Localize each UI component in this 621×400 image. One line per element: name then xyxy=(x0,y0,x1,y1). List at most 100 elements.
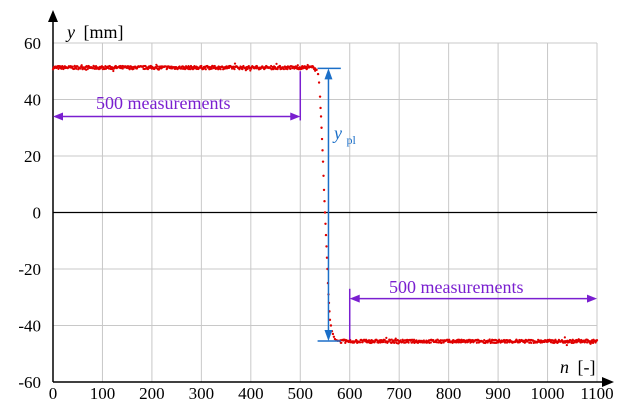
data-point xyxy=(296,64,299,67)
data-point xyxy=(121,67,124,70)
x-axis-arrow xyxy=(602,377,614,387)
data-point xyxy=(324,233,328,237)
x-axis-title: n [-] xyxy=(560,357,595,377)
right-measure-label: 500 measurements xyxy=(389,277,523,297)
data-point xyxy=(71,65,74,68)
x-tick-label: 900 xyxy=(485,384,511,400)
data-point xyxy=(530,341,533,345)
data-point xyxy=(382,340,385,344)
left-measure-label: 500 measurements xyxy=(96,93,230,113)
ypl-label: y pl xyxy=(332,123,357,147)
y-tick-label: -20 xyxy=(18,260,41,279)
data-point xyxy=(233,62,237,65)
data-point xyxy=(317,81,321,84)
y-tick-label: 0 xyxy=(33,204,42,223)
data-point xyxy=(227,66,231,69)
data-point xyxy=(166,67,169,70)
data-point xyxy=(219,68,222,71)
data-point xyxy=(407,341,410,344)
x-tick-label: 300 xyxy=(189,384,215,400)
data-point xyxy=(410,338,414,341)
data-point xyxy=(80,64,83,67)
data-point xyxy=(282,68,286,71)
ypl-subscript: pl xyxy=(347,133,357,147)
data-point xyxy=(323,211,327,214)
ypl-arrow-bottom xyxy=(324,330,333,342)
data-point xyxy=(316,72,320,76)
data-point xyxy=(112,69,115,73)
x-tick-label: 1000 xyxy=(531,384,565,400)
y-tick-label: 60 xyxy=(24,34,41,53)
x-tick-label: 500 xyxy=(288,384,314,400)
right-measure-arrow-left xyxy=(349,294,360,303)
data-point xyxy=(275,62,278,65)
data-point xyxy=(412,338,416,341)
tick-labels: 0 100 200 300 400 500 600 700 800 900 1000 1100-60-… xyxy=(18,34,613,400)
data-point xyxy=(359,341,362,344)
data-point xyxy=(241,68,244,71)
x-tick-label: 100 xyxy=(90,384,116,400)
ypl-arrow-top xyxy=(324,68,333,80)
ypl-symbol: y xyxy=(332,123,342,143)
x-tick-label: 200 xyxy=(139,384,165,400)
y-tick-label: 40 xyxy=(24,91,41,110)
data-point xyxy=(483,338,486,342)
axes xyxy=(48,10,614,387)
data-point xyxy=(385,336,388,339)
y-tick-label: 20 xyxy=(24,147,41,166)
data-point xyxy=(276,68,279,71)
data-point xyxy=(318,95,322,98)
data-point xyxy=(328,318,332,322)
y-tick-label: -40 xyxy=(18,317,41,336)
data-point xyxy=(94,64,98,68)
left-measure-arrow-right xyxy=(290,112,301,121)
data-point xyxy=(432,339,435,342)
x-tick-label: 1100 xyxy=(580,384,613,400)
data-point xyxy=(178,65,181,68)
data-point xyxy=(568,341,571,344)
data-point xyxy=(422,339,426,342)
data-point xyxy=(440,341,443,344)
x-tick-label: 700 xyxy=(386,384,412,400)
data-point xyxy=(324,222,327,225)
data-point xyxy=(315,68,318,72)
data-point xyxy=(323,200,326,203)
data-point xyxy=(503,341,507,344)
x-tick-label: 600 xyxy=(337,384,363,400)
left-measure-arrow-left xyxy=(53,112,63,121)
data-point xyxy=(204,68,207,71)
data-point xyxy=(383,338,386,342)
data-point xyxy=(329,324,333,327)
data-point xyxy=(146,68,150,71)
data-point xyxy=(325,245,328,248)
data-point xyxy=(79,67,82,70)
data-point xyxy=(233,68,236,71)
data-point xyxy=(320,126,323,129)
data-point xyxy=(475,341,478,344)
data-point xyxy=(286,68,289,71)
data-point xyxy=(319,106,322,110)
x-axis-unit: [-] xyxy=(578,357,596,377)
data-point xyxy=(325,256,329,259)
data-point xyxy=(57,67,60,70)
data-point xyxy=(591,341,595,345)
x-tick-label: 800 xyxy=(436,384,462,400)
data-point xyxy=(554,338,557,341)
right-measure-arrow-right xyxy=(587,294,597,303)
y-axis-title: y [mm] xyxy=(65,22,124,42)
data-point xyxy=(322,188,326,192)
data-point xyxy=(340,341,343,344)
data-point xyxy=(200,64,203,68)
data-point xyxy=(156,65,159,68)
data-point xyxy=(393,341,396,344)
data-point xyxy=(246,67,249,71)
y-axis-unit: [mm] xyxy=(84,22,124,42)
data-point xyxy=(565,343,568,347)
y-axis-var: y xyxy=(65,22,75,42)
data-point xyxy=(442,341,445,344)
y-axis-arrow xyxy=(48,10,58,22)
data-point xyxy=(394,337,397,340)
data-point xyxy=(321,160,325,163)
data-point xyxy=(332,335,336,338)
